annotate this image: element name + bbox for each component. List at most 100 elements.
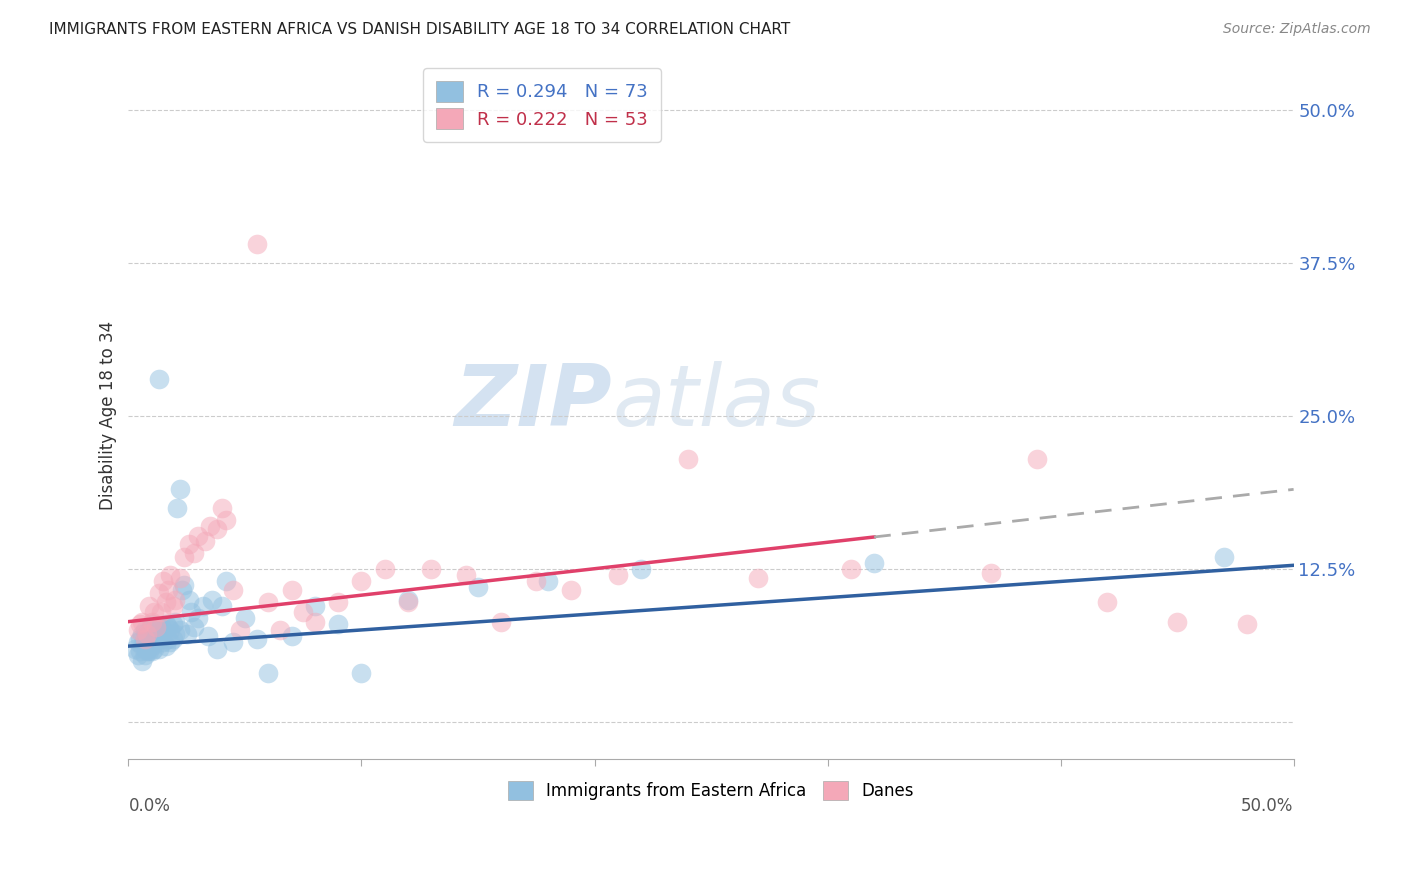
Point	[131, 654, 153, 668]
Point	[187, 611, 209, 625]
Point	[165, 592, 187, 607]
Point	[136, 629, 159, 643]
Point	[162, 617, 184, 632]
Point	[157, 619, 180, 633]
Point	[1236, 617, 1258, 632]
Point	[233, 611, 256, 625]
Text: ZIP: ZIP	[454, 360, 612, 443]
Legend: Immigrants from Eastern Africa, Danes: Immigrants from Eastern Africa, Danes	[499, 772, 922, 809]
Point	[141, 627, 163, 641]
Point	[630, 562, 652, 576]
Point	[143, 623, 166, 637]
Point	[1026, 451, 1049, 466]
Point	[246, 632, 269, 646]
Point	[134, 623, 156, 637]
Point	[197, 629, 219, 643]
Point	[1095, 595, 1118, 609]
Point	[1212, 549, 1234, 564]
Point	[176, 627, 198, 641]
Point	[560, 582, 582, 597]
Point	[145, 619, 167, 633]
Point	[537, 574, 560, 589]
Point	[155, 595, 177, 609]
Point	[215, 513, 238, 527]
Point	[246, 237, 269, 252]
Point	[257, 666, 280, 681]
Point	[201, 592, 224, 607]
Point	[143, 605, 166, 619]
Point	[136, 627, 159, 641]
Text: 0.0%: 0.0%	[128, 797, 170, 814]
Point	[491, 615, 513, 629]
Point	[280, 629, 302, 643]
Point	[134, 632, 156, 646]
Point	[134, 632, 156, 646]
Point	[138, 644, 160, 658]
Point	[131, 639, 153, 653]
Point	[127, 648, 149, 662]
Point	[131, 627, 153, 641]
Point	[467, 580, 489, 594]
Point	[148, 629, 170, 643]
Point	[257, 595, 280, 609]
Point	[157, 632, 180, 646]
Point	[350, 666, 373, 681]
Point	[606, 568, 628, 582]
Point	[166, 500, 188, 515]
Point	[839, 562, 862, 576]
Point	[165, 627, 187, 641]
Point	[159, 623, 181, 637]
Point	[328, 595, 350, 609]
Point	[198, 519, 221, 533]
Point	[143, 635, 166, 649]
Point	[1166, 615, 1188, 629]
Point	[152, 574, 174, 589]
Point	[127, 623, 149, 637]
Point	[159, 568, 181, 582]
Point	[269, 623, 291, 637]
Point	[129, 617, 152, 632]
Point	[177, 592, 200, 607]
Point	[141, 639, 163, 653]
Point	[150, 605, 173, 619]
Text: atlas: atlas	[612, 360, 820, 443]
Point	[222, 635, 245, 649]
Point	[134, 648, 156, 662]
Point	[162, 632, 184, 646]
Point	[205, 641, 228, 656]
Point	[173, 549, 195, 564]
Point	[183, 619, 205, 633]
Point	[155, 639, 177, 653]
Point	[328, 617, 350, 632]
Point	[136, 644, 159, 658]
Point	[138, 623, 160, 637]
Point	[127, 635, 149, 649]
Text: Source: ZipAtlas.com: Source: ZipAtlas.com	[1223, 22, 1371, 37]
Point	[215, 574, 238, 589]
Point	[396, 592, 419, 607]
Point	[396, 595, 419, 609]
Point	[150, 632, 173, 646]
Point	[211, 599, 233, 613]
Point	[165, 615, 187, 629]
Point	[180, 605, 202, 619]
Point	[138, 635, 160, 649]
Point	[148, 641, 170, 656]
Point	[157, 582, 180, 597]
Point	[131, 615, 153, 629]
Point	[169, 570, 191, 584]
Point	[211, 500, 233, 515]
Point	[280, 582, 302, 597]
Point	[177, 537, 200, 551]
Point	[155, 617, 177, 632]
Point	[169, 483, 191, 497]
Point	[141, 615, 163, 629]
Point	[170, 582, 193, 597]
Point	[191, 599, 214, 613]
Point	[374, 562, 396, 576]
Point	[150, 619, 173, 633]
Point	[980, 566, 1002, 580]
Point	[145, 632, 167, 646]
Point	[229, 623, 252, 637]
Point	[148, 586, 170, 600]
